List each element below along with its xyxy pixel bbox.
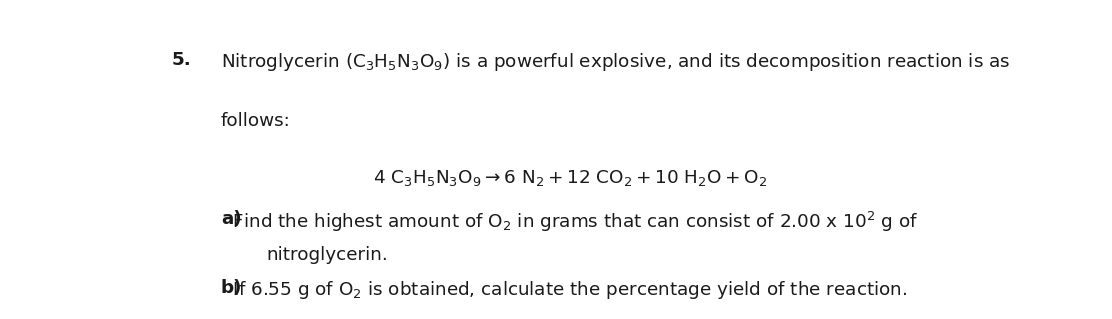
Text: Find the highest amount of $\mathrm{O_2}$ in grams that can consist of 2.00 x 10: Find the highest amount of $\mathrm{O_2}… bbox=[221, 210, 919, 234]
Text: follows:: follows: bbox=[221, 112, 290, 130]
Text: If 6.55 g of $\mathrm{O_2}$ is obtained, calculate the percentage yield of the r: If 6.55 g of $\mathrm{O_2}$ is obtained,… bbox=[221, 279, 907, 301]
Text: a): a) bbox=[221, 210, 241, 228]
Text: 5.: 5. bbox=[171, 51, 191, 69]
Text: $\mathrm{4\ C_3H_5N_3O_9 \rightarrow 6\ N_2 + 12\ CO_2 + 10\ H_2O + O_2}$: $\mathrm{4\ C_3H_5N_3O_9 \rightarrow 6\ … bbox=[373, 168, 767, 189]
Text: Nitroglycerin ($\mathrm{C_3H_5N_3O_9}$) is a powerful explosive, and its decompo: Nitroglycerin ($\mathrm{C_3H_5N_3O_9}$) … bbox=[221, 51, 1010, 72]
Text: nitroglycerin.: nitroglycerin. bbox=[267, 246, 388, 264]
Text: b): b) bbox=[221, 279, 242, 297]
